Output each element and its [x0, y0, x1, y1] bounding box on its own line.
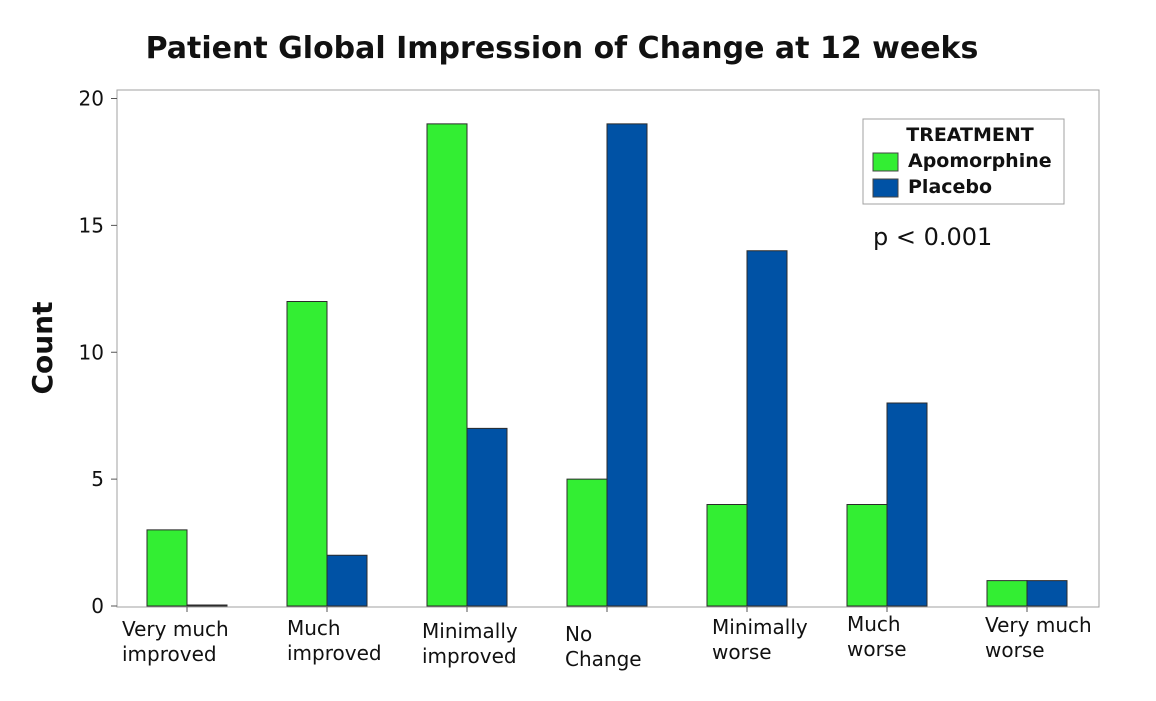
bar-placebo-6 — [1026, 580, 1068, 607]
bar-placebo-4 — [746, 250, 788, 607]
x-category-label: improved — [422, 644, 517, 668]
bar-placebo-2 — [466, 427, 508, 607]
x-category-label: improved — [122, 642, 217, 666]
x-category-label: No — [565, 622, 592, 646]
bar-apomorphine-1 — [286, 301, 328, 607]
x-category-label: improved — [287, 641, 382, 665]
x-axis: Very muchimprovedMuchimprovedMinimallyim… — [122, 607, 1092, 671]
bar-placebo-5 — [886, 402, 928, 607]
y-tick-label: 0 — [91, 594, 104, 618]
bar-apomorphine-6 — [986, 580, 1028, 607]
legend-label-apomorphine: Apomorphine — [908, 150, 1052, 172]
x-category-label: worse — [712, 640, 772, 664]
y-axis: 0 5 10 15 20 — [79, 87, 118, 618]
x-category-label: Very much — [122, 617, 229, 641]
bar-placebo-3 — [606, 123, 648, 607]
legend-title: TREATMENT — [906, 124, 1034, 146]
x-category-label: Change — [565, 647, 642, 671]
x-category-label: Minimally — [712, 615, 808, 639]
legend-swatch-apomorphine — [872, 152, 899, 172]
legend-swatch-placebo — [872, 178, 899, 198]
y-tick-label: 5 — [91, 467, 104, 491]
x-category-label: Much — [287, 616, 341, 640]
p-value-annotation: p < 0.001 — [873, 223, 992, 251]
legend-label-placebo: Placebo — [908, 176, 992, 198]
bar-apomorphine-4 — [706, 504, 748, 607]
x-category-label: worse — [985, 638, 1045, 662]
x-category-label: Minimally — [422, 619, 518, 643]
y-axis-label: Count — [26, 301, 59, 394]
bar-apomorphine-3 — [566, 478, 608, 607]
bar-apomorphine-0 — [146, 529, 188, 607]
x-category-label: worse — [847, 637, 907, 661]
bars — [146, 123, 1068, 607]
x-category-label: Much — [847, 612, 901, 636]
bar-placebo-1 — [326, 554, 368, 607]
bar-apomorphine-5 — [846, 504, 888, 607]
chart-title: Patient Global Impression of Change at 1… — [146, 31, 979, 66]
y-tick-label: 15 — [79, 213, 104, 237]
bar-placebo-0 — [186, 604, 228, 607]
bar-apomorphine-2 — [426, 123, 468, 607]
y-tick-label: 10 — [79, 340, 104, 364]
legend: TREATMENT Apomorphine Placebo — [862, 118, 1065, 205]
y-tick-label: 20 — [79, 87, 104, 111]
x-category-label: Very much — [985, 613, 1092, 637]
